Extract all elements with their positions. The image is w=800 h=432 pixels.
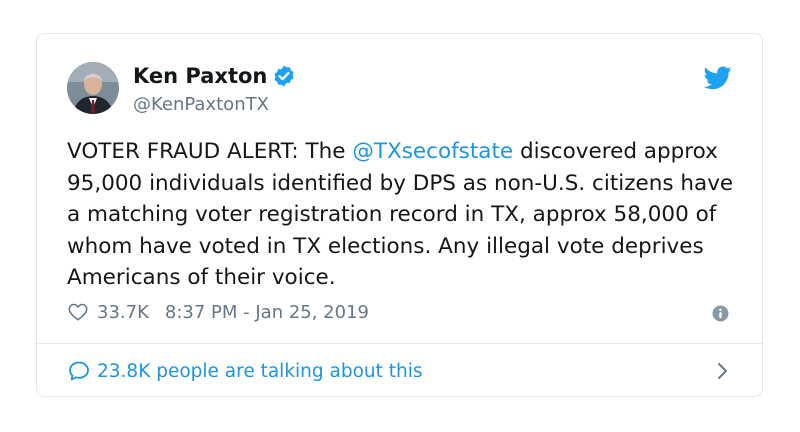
heart-icon[interactable] bbox=[67, 301, 89, 323]
avatar[interactable] bbox=[67, 62, 119, 114]
chevron-right-icon bbox=[712, 360, 732, 382]
verified-badge-icon bbox=[272, 64, 296, 88]
tweet-meta: 33.7K 8:37 PM - Jan 25, 2019 bbox=[67, 301, 369, 323]
speech-bubble-icon bbox=[67, 359, 91, 383]
mention-link[interactable]: @TXsecofstate bbox=[352, 139, 514, 164]
author-name[interactable]: Ken Paxton bbox=[133, 64, 268, 88]
tweet-text-rest: discovered approx 95,000 individuals ide… bbox=[67, 139, 734, 290]
info-icon[interactable] bbox=[712, 305, 729, 322]
like-count[interactable]: 33.7K bbox=[97, 301, 149, 323]
tweet-card: Ken Paxton @KenPaxtonTX VOTER FRAUD ALER… bbox=[36, 33, 763, 397]
conversation-count-text: 23.8K people are talking about this bbox=[97, 360, 423, 382]
tweet-text: VOTER FRAUD ALERT: The @TXsecofstate dis… bbox=[67, 136, 747, 294]
tweet-timestamp[interactable]: 8:37 PM - Jan 25, 2019 bbox=[164, 301, 369, 323]
author-handle[interactable]: @KenPaxtonTX bbox=[133, 94, 269, 115]
divider bbox=[37, 343, 762, 344]
twitter-bird-icon[interactable] bbox=[703, 66, 732, 90]
tweet-text-start: VOTER FRAUD ALERT: The bbox=[67, 139, 353, 164]
conversation-link[interactable]: 23.8K people are talking about this bbox=[67, 344, 732, 398]
author-name-row: Ken Paxton bbox=[133, 64, 296, 88]
